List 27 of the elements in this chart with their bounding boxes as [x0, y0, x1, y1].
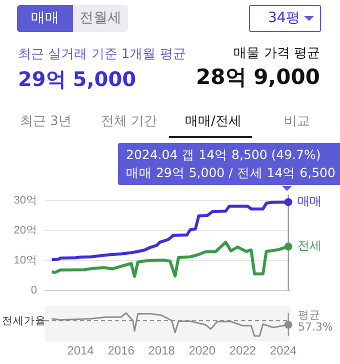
- text: 매매 29억 5,000 / 전세 14억 6,500: [126, 165, 336, 180]
- text: 매물 가격 평균: [234, 45, 320, 62]
- x-tick-label: 2014: [67, 344, 94, 358]
- text: 34평: [249, 5, 321, 32]
- ref-line-label: 평균 57.3%: [298, 308, 333, 334]
- text: 29억 5,000: [18, 66, 136, 93]
- x-tick-label: 2022: [229, 344, 256, 358]
- text: 최근 실거래 기준 1개월 평균: [18, 46, 186, 63]
- y-tick-label: 20억: [14, 224, 37, 237]
- y-axis-title: 전세가율: [2, 315, 46, 328]
- text: 비교: [284, 113, 310, 130]
- text: 전체 기간: [101, 113, 158, 130]
- x-tick-label: 2016: [108, 344, 135, 358]
- text: 28억 9,000: [196, 64, 320, 91]
- text: 최근 3년: [20, 113, 72, 130]
- x-tick-label: 2024: [270, 344, 297, 358]
- text: 매매/전세: [185, 113, 242, 130]
- x-tick-label: 2020: [188, 344, 216, 358]
- x-tick-label: 2018: [148, 344, 176, 358]
- text: 전월세: [73, 5, 128, 32]
- text: 매매: [17, 5, 73, 32]
- series-label: 전세: [297, 238, 322, 253]
- text: 2024.04 갭 14억 8,500 (49.7%): [126, 147, 321, 162]
- series-label: 매매: [297, 194, 322, 208]
- y-tick-label: 30억: [14, 194, 37, 207]
- y-tick-label: 0: [30, 284, 37, 296]
- y-tick-label: 10억: [14, 254, 37, 266]
